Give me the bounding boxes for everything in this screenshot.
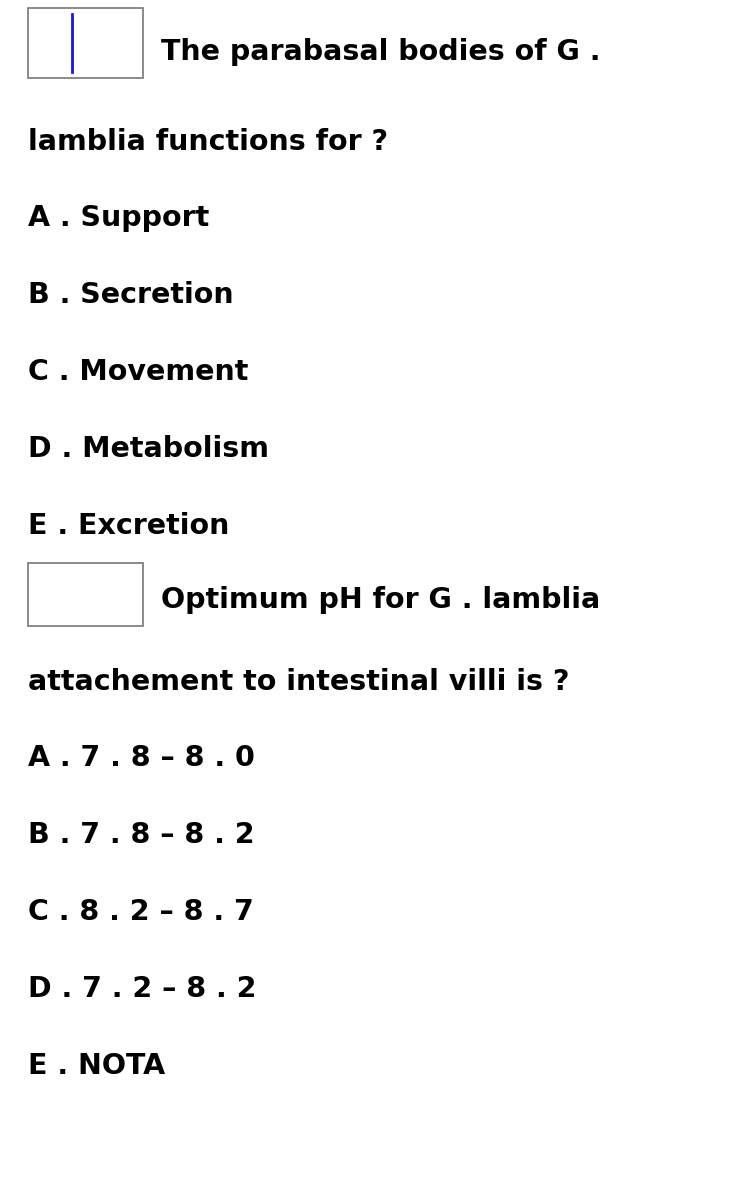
Text: D . 7 . 2 – 8 . 2: D . 7 . 2 – 8 . 2 [28,974,256,1003]
Text: lamblia functions for ?: lamblia functions for ? [28,127,388,156]
Bar [28,563,143,626]
Text: E . Excretion: E . Excretion [28,511,229,540]
Text: C . 8 . 2 – 8 . 7: C . 8 . 2 – 8 . 7 [28,898,253,926]
Text: B . 7 . 8 – 8 . 2: B . 7 . 8 – 8 . 2 [28,821,255,850]
Text: attachement to intestinal villi is ?: attachement to intestinal villi is ? [28,667,570,696]
Text: B . Secretion: B . Secretion [28,281,234,310]
Text: Optimum pH for G . lamblia: Optimum pH for G . lamblia [161,586,600,614]
Text: C . Movement: C . Movement [28,358,248,386]
Text: E . NOTA: E . NOTA [28,1051,166,1080]
Text: The parabasal bodies of G .: The parabasal bodies of G . [161,37,601,66]
Text: A . 7 . 8 – 8 . 0: A . 7 . 8 – 8 . 0 [28,744,255,773]
Bar [28,8,143,78]
Text: D . Metabolism: D . Metabolism [28,434,269,463]
Text: A . Support: A . Support [28,204,209,233]
